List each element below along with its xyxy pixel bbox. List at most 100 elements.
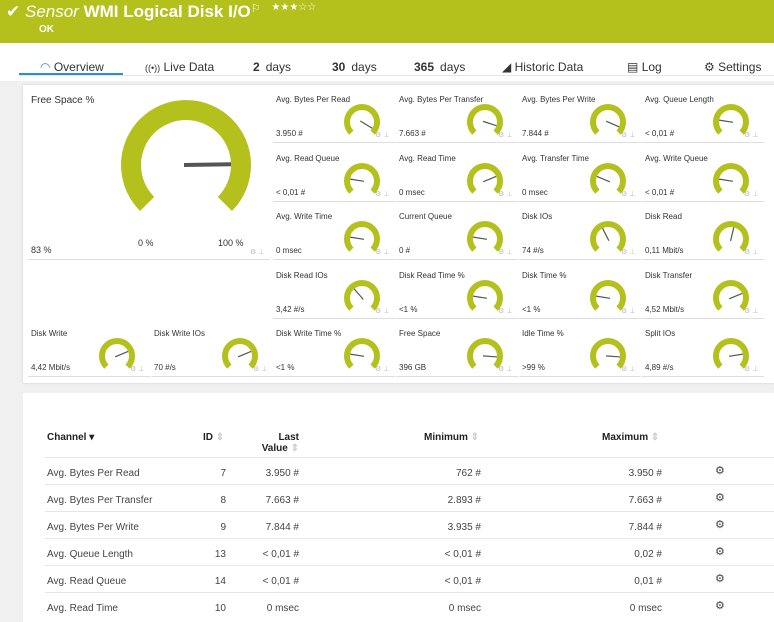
channel-settings-icon[interactable]: ⚙ (715, 573, 725, 585)
gauge-settings-icon[interactable]: ⚙ ⊥ (744, 132, 759, 139)
gauge-tile[interactable]: Disk Write Time % <1 % ⚙ ⊥ (273, 319, 395, 377)
gauge-settings-icon[interactable]: ⚙ ⊥ (375, 190, 390, 198)
gauge-settings-icon[interactable]: ⚙ ⊥ (621, 190, 636, 198)
channel-settings-icon[interactable]: ⚙ (715, 465, 725, 477)
gauge-tile[interactable]: Current Queue 0 # ⚙ ⊥ (396, 202, 518, 260)
cell-id: 13 (214, 549, 226, 560)
gauge-settings-icon[interactable]: ⚙ ⊥ (621, 366, 636, 373)
gauge-arc (467, 221, 503, 252)
tab-divider (19, 75, 774, 76)
gauge-tile[interactable]: Disk Read 0,11 Mbit/s ⚙ ⊥ (642, 202, 764, 260)
gauge-settings-icon[interactable]: ⚙ ⊥ (744, 307, 759, 315)
gauge-settings-icon[interactable]: ⚙ ⊥ (498, 307, 513, 315)
gauge-tile[interactable]: Split IOs 4,89 #/s ⚙ ⊥ (642, 319, 764, 377)
cell-channel[interactable]: Avg. Read Time (47, 603, 118, 614)
cell-id: 10 (214, 603, 226, 614)
gauge-tile[interactable]: Disk Write 4,42 Mbit/s ⚙ ⊥ (28, 319, 150, 377)
tab-historic-data[interactable]: ◢ Historic Data (502, 60, 584, 74)
gauge-tile[interactable]: Disk Read IOs 3,42 #/s ⚙ ⊥ (273, 261, 395, 319)
gauge-settings-icon[interactable]: ⚙ ⊥ (375, 249, 390, 256)
gauge-tile[interactable]: Avg. Queue Length < 0,01 # ⚙ ⊥ (642, 85, 764, 143)
gauge-tile[interactable]: Avg. Read Queue < 0,01 # ⚙ ⊥ (273, 144, 395, 202)
gauge-tile[interactable]: Disk Time % <1 % ⚙ ⊥ (519, 261, 641, 319)
table-row[interactable]: Avg. Queue Length 13 < 0,01 # < 0,01 # 0… (45, 538, 774, 565)
gauge-settings-icon[interactable]: ⚙ ⊥ (253, 366, 268, 373)
cell-last-value: < 0,01 # (262, 576, 299, 587)
channel-settings-icon[interactable]: ⚙ (715, 600, 725, 612)
flag-icon[interactable]: ⚐ (250, 3, 261, 15)
tab-live-data[interactable]: ((•)) Live Data (145, 60, 215, 74)
tab-log[interactable]: ▤ Log (627, 60, 662, 74)
gauge-tile[interactable]: Avg. Write Queue < 0,01 # ⚙ ⊥ (642, 144, 764, 202)
tab-30-days[interactable]: 30 days (332, 60, 377, 74)
gauge-settings-icon[interactable]: ⚙ ⊥ (621, 132, 636, 139)
channel-settings-icon[interactable]: ⚙ (715, 492, 725, 504)
gauge-tile[interactable]: Avg. Bytes Per Read 3.950 # ⚙ ⊥ (273, 85, 395, 143)
gauge-label: Avg. Bytes Per Read (276, 95, 351, 104)
cell-channel[interactable]: Avg. Read Queue (47, 576, 127, 587)
gauge-settings-icon[interactable]: ⚙ ⊥ (498, 249, 513, 256)
gauge-dial (344, 162, 380, 194)
table-row[interactable]: Avg. Read Queue 14 < 0,01 # < 0,01 # 0,0… (45, 565, 774, 592)
gauge-needle (596, 295, 611, 299)
column-header-maximum[interactable]: Maximum ⇕ (602, 432, 660, 443)
channel-settings-icon[interactable]: ⚙ (715, 546, 725, 558)
gauge-settings-icon[interactable]: ⚙ ⊥ (744, 249, 759, 256)
gauge-arc (590, 162, 626, 194)
gauge-dial (344, 104, 380, 135)
gauge-settings-icon[interactable]: ⚙ ⊥ (621, 307, 636, 315)
tab-settings[interactable]: ⚙ Settings (704, 60, 762, 74)
gauge-value: 4,52 Mbit/s (645, 304, 685, 314)
gauge-settings-icon[interactable]: ⚙ ⊥ (375, 366, 390, 373)
gauge-value: 396 GB (399, 363, 427, 372)
gauge-tile[interactable]: Disk Transfer 4,52 Mbit/s ⚙ ⊥ (642, 261, 764, 319)
column-header-id[interactable]: ID ⇕ (203, 432, 225, 443)
tab-overview[interactable]: ◠ Overview (40, 60, 104, 74)
gauge-settings-icon[interactable]: ⚙ ⊥ (744, 190, 759, 198)
gauge-tile[interactable]: Idle Time % >99 % ⚙ ⊥ (519, 319, 641, 377)
gauge-settings-icon[interactable]: ⚙ ⊥ (250, 249, 265, 256)
gauge-settings-icon[interactable]: ⚙ ⊥ (621, 249, 636, 256)
gauge-settings-icon[interactable]: ⚙ ⊥ (130, 366, 145, 373)
table-row[interactable]: Avg. Bytes Per Write 9 7.844 # 3.935 # 7… (45, 511, 774, 538)
gauge-dial (344, 279, 380, 311)
gauge-dial (590, 338, 626, 369)
cell-channel[interactable]: Avg. Bytes Per Read (47, 468, 140, 479)
gauge-settings-icon[interactable]: ⚙ ⊥ (498, 190, 513, 198)
gauge-arc (590, 279, 626, 311)
gauge-free-space-percent[interactable]: Free Space % 83 % 0 % 100 % ⚙ ⊥ (28, 85, 270, 260)
column-header-last-value[interactable]: Last Value ⇕ (261, 432, 299, 454)
gauge-dial (344, 338, 380, 369)
gauge-tile[interactable]: Avg. Transfer Time 0 msec ⚙ ⊥ (519, 144, 641, 202)
cell-channel[interactable]: Avg. Bytes Per Write (47, 522, 139, 533)
gauge-tile[interactable]: Disk Read Time % <1 % ⚙ ⊥ (396, 261, 518, 319)
gauge-dial (713, 338, 749, 369)
gauge-settings-icon[interactable]: ⚙ ⊥ (498, 366, 513, 373)
column-header-channel[interactable]: Channel ▾ (47, 432, 95, 443)
gauge-tile[interactable]: Avg. Write Time 0 msec ⚙ ⊥ (273, 202, 395, 260)
gauge-tile[interactable]: Disk Write IOs 70 #/s ⚙ ⊥ (151, 319, 273, 377)
gauge-value: < 0,01 # (276, 187, 306, 197)
column-header-minimum[interactable]: Minimum ⇕ (424, 432, 480, 443)
cell-channel[interactable]: Avg. Bytes Per Transfer (47, 495, 153, 506)
priority-stars[interactable]: ★★★☆☆ (271, 2, 317, 13)
gauge-tile[interactable]: Avg. Bytes Per Transfer 7.663 # ⚙ ⊥ (396, 85, 518, 143)
gauge-tile[interactable]: Avg. Bytes Per Write 7.844 # ⚙ ⊥ (519, 85, 641, 143)
table-row[interactable]: Avg. Bytes Per Read 7 3.950 # 762 # 3.95… (45, 457, 774, 484)
table-row[interactable]: Avg. Bytes Per Transfer 8 7.663 # 2.893 … (45, 484, 774, 511)
gauge-settings-icon[interactable]: ⚙ ⊥ (498, 132, 513, 139)
cell-channel[interactable]: Avg. Queue Length (47, 549, 133, 560)
tab-365-days[interactable]: 365 days (414, 60, 466, 74)
gauge-settings-icon[interactable]: ⚙ ⊥ (744, 366, 759, 373)
gauge-settings-icon[interactable]: ⚙ ⊥ (375, 307, 390, 315)
gauge-tile[interactable]: Avg. Read Time 0 msec ⚙ ⊥ (396, 144, 518, 202)
gauge-value: 0 msec (399, 187, 425, 197)
tab-2-days[interactable]: 2 days (253, 60, 292, 74)
table-row[interactable]: Avg. Read Time 10 0 msec 0 msec 0 msec ⚙ (45, 592, 774, 619)
gauge-tile[interactable]: Free Space 396 GB ⚙ ⊥ (396, 319, 518, 377)
gauge-settings-icon[interactable]: ⚙ ⊥ (375, 132, 390, 139)
channel-settings-icon[interactable]: ⚙ (715, 519, 725, 531)
gauge-needle (237, 350, 252, 358)
cell-minimum: < 0,01 # (444, 549, 481, 560)
gauge-tile[interactable]: Disk IOs 74 #/s ⚙ ⊥ (519, 202, 641, 260)
